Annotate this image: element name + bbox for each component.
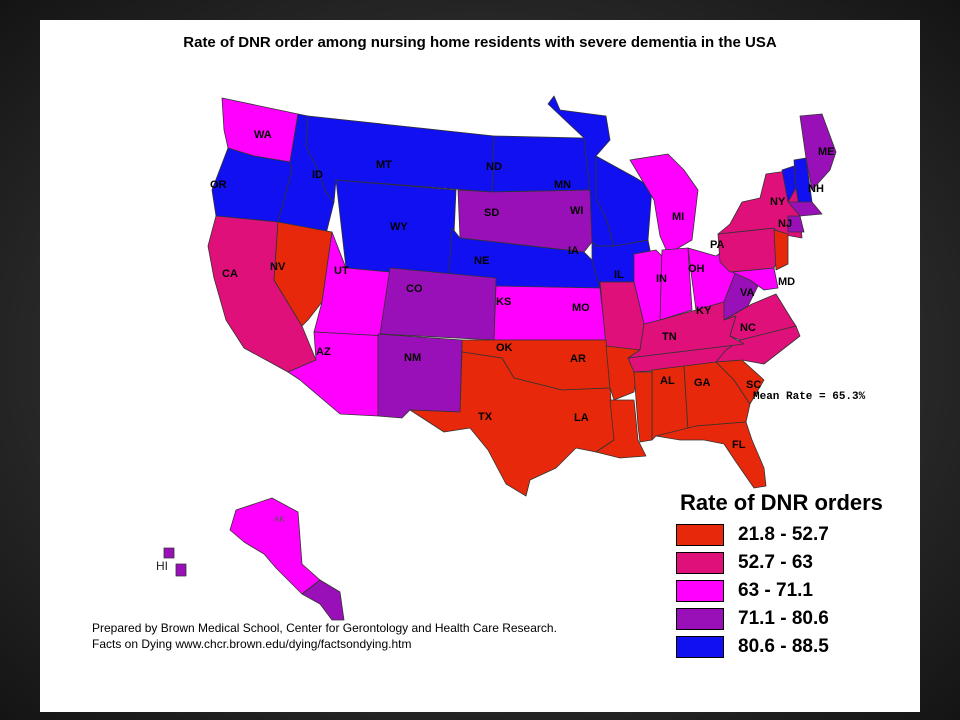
state-label-nc: NC [740, 322, 756, 334]
credit-line-2: Facts on Dying www.chcr.brown.edu/dying/… [92, 637, 412, 651]
state-label-nv: NV [270, 261, 286, 273]
state-tx [409, 351, 615, 497]
state-ms [633, 371, 653, 443]
legend-label: 21.8 - 52.7 [738, 524, 829, 545]
state-label-hi: HI [156, 559, 168, 573]
credit-text: Prepared by Brown Medical School, Center… [92, 620, 557, 652]
state-fl [655, 421, 767, 489]
state-hi1 [163, 547, 175, 559]
state-label-wa: WA [254, 129, 272, 141]
credit-line-1: Prepared by Brown Medical School, Center… [92, 621, 557, 635]
legend-label: 80.6 - 88.5 [738, 636, 829, 657]
state-label-ak: AK [274, 515, 285, 524]
state-nc [715, 325, 801, 365]
state-label-id: ID [312, 169, 323, 181]
state-label-oh: OH [688, 263, 705, 275]
state-label-ny: NY [770, 196, 786, 208]
legend-item: 63 - 71.1 [664, 578, 904, 604]
state-label-la: LA [574, 412, 589, 424]
state-label-sd: SD [484, 207, 499, 219]
mean-rate-note: Mean Rate = 65.3% [753, 391, 866, 403]
state-in [659, 247, 693, 321]
state-label-in: IN [656, 273, 667, 285]
legend-label: 71.1 - 80.6 [738, 608, 829, 629]
legend-item: 80.6 - 88.5 [664, 634, 904, 660]
state-label-ks: KS [496, 296, 511, 308]
state-me [799, 113, 837, 191]
state-ct [787, 215, 805, 233]
state-label-tx: TX [478, 411, 493, 423]
legend-swatch [676, 608, 724, 630]
state-label-ga: GA [694, 377, 711, 389]
legend-title: Rate of DNR orders [680, 490, 883, 515]
state-label-mi: MI [672, 211, 684, 223]
state-label-sc: SC [746, 379, 761, 391]
legend-swatch [676, 636, 724, 658]
legend-item: 71.1 - 80.6 [664, 606, 904, 632]
state-la [595, 399, 647, 459]
state-label-pa: PA [710, 239, 725, 251]
state-label-ok: OK [496, 342, 513, 354]
legend-label: 63 - 71.1 [738, 580, 813, 601]
state-label-nh: NH [808, 183, 824, 195]
state-label-me: ME [818, 146, 835, 158]
state-label-wy: WY [390, 221, 408, 233]
state-label-nm: NM [404, 352, 421, 364]
state-label-mt: MT [376, 159, 392, 171]
state-pa [717, 227, 783, 273]
state-hi2 [175, 563, 187, 577]
state-label-wi: WI [570, 205, 583, 217]
legend-label: 52.7 - 63 [738, 552, 813, 573]
map-title: Rate of DNR order among nursing home res… [183, 34, 777, 51]
legend-swatch [676, 524, 724, 546]
legend-swatch [676, 580, 724, 602]
state-label-mn: MN [554, 179, 571, 191]
legend-swatch [676, 552, 724, 574]
legend-item: 52.7 - 63 [664, 550, 904, 576]
state-wi [595, 155, 653, 247]
state-label-md: MD [778, 276, 795, 288]
state-label-nd: ND [486, 161, 502, 173]
state-co [379, 267, 497, 341]
state-label-co: CO [406, 283, 423, 295]
state-label-ky: KY [696, 305, 712, 317]
state-label-va: VA [740, 287, 755, 299]
state-label-al: AL [660, 375, 675, 387]
state-label-ia: IA [568, 245, 579, 257]
state-nm [377, 333, 463, 419]
state-ak [229, 497, 321, 595]
state-label-ca: CA [222, 268, 238, 280]
state-label-or: OR [210, 179, 227, 191]
state-label-mo: MO [572, 302, 590, 314]
legend-item: 21.8 - 52.7 [664, 522, 904, 548]
state-label-ne: NE [474, 255, 489, 267]
us-map: WA OR ID MT WY ND SD NE MN IA WI MI IL IN OH CA NV UT AZ CO… [156, 95, 837, 621]
state-label-az: AZ [316, 346, 331, 358]
state-va [723, 293, 797, 341]
state-nd [491, 135, 591, 193]
state-label-fl: FL [732, 439, 746, 451]
state-ky [627, 301, 745, 359]
state-ma [787, 201, 823, 217]
state-label-ar: AR [570, 353, 586, 365]
slide: Rate of DNR order among nursing home res… [40, 20, 920, 712]
state-nj [773, 229, 789, 271]
legend: Rate of DNR orders 21.8 - 52.7 52.7 - 63 6… [664, 490, 904, 662]
state-label-nj: NJ [778, 218, 792, 230]
state-mi [629, 153, 699, 255]
state-akp [301, 579, 345, 621]
state-vt [781, 165, 797, 203]
state-label-ut: UT [334, 265, 349, 277]
state-md [731, 267, 779, 291]
state-label-il: IL [614, 269, 624, 281]
state-label-tn: TN [662, 331, 677, 343]
